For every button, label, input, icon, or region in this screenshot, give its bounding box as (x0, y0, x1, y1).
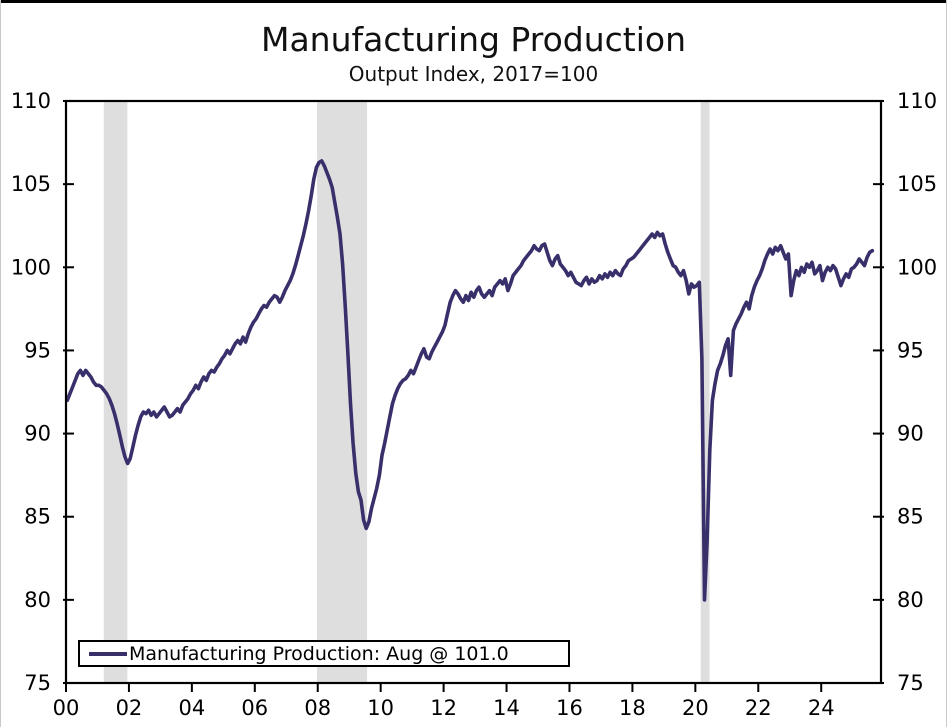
x-tick-label: 10 (367, 696, 394, 720)
y-tick-label-right: 90 (897, 422, 924, 446)
chart-subtitle: Output Index, 2017=100 (348, 62, 599, 86)
x-tick-label: 20 (682, 696, 709, 720)
legend-box: Manufacturing Production: Aug @ 101.0 (78, 640, 570, 667)
recession-band (103, 101, 128, 683)
x-tick-label: 22 (745, 696, 772, 720)
x-tick-label: 16 (556, 696, 583, 720)
plot-border (64, 99, 883, 685)
y-tick-label-left: 105 (11, 172, 51, 196)
recession-band (700, 101, 710, 683)
x-tick-label: 18 (619, 696, 646, 720)
x-tick-label: 02 (116, 696, 143, 720)
y-tick-label-left: 90 (24, 422, 51, 446)
y-tick-label-right: 75 (897, 671, 924, 695)
y-tick-label-right: 85 (897, 505, 924, 529)
x-tick-label: 00 (53, 696, 80, 720)
x-tick-label: 24 (808, 696, 835, 720)
x-tick-label: 04 (179, 696, 206, 720)
y-tick-label-left: 75 (24, 671, 51, 695)
y-tick-label-right: 100 (897, 255, 937, 279)
x-tick-label: 12 (430, 696, 457, 720)
y-tick-label-right: 80 (897, 588, 924, 612)
x-tick-label: 14 (493, 696, 520, 720)
x-tick-label: 06 (241, 696, 268, 720)
y-tick-label-right: 95 (897, 338, 924, 362)
y-tick-label-left: 95 (24, 338, 51, 362)
legend-line-swatch (89, 651, 127, 656)
x-tick-label: 08 (304, 696, 331, 720)
y-tick-label-left: 85 (24, 505, 51, 529)
figure-left-border (0, 0, 1, 727)
legend-label: Manufacturing Production: Aug @ 101.0 (129, 642, 509, 665)
y-tick-label-left: 100 (11, 255, 51, 279)
figure-top-border (0, 0, 947, 3)
production-line (65, 159, 875, 602)
chart-title: Manufacturing Production (260, 20, 687, 59)
y-tick-label-left: 110 (11, 89, 51, 113)
y-tick-label-right: 105 (897, 172, 937, 196)
recession-band (317, 101, 368, 683)
y-tick-label-left: 80 (24, 588, 51, 612)
y-tick-label-right: 110 (897, 89, 937, 113)
